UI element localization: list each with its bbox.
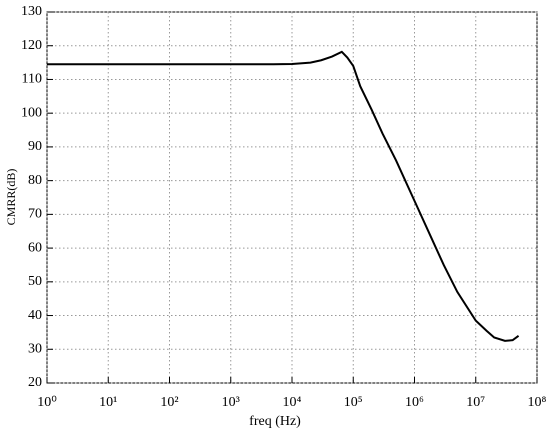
y-tick-label: 40 bbox=[28, 308, 42, 323]
y-tick-label: 30 bbox=[28, 341, 42, 356]
y-tick-label: 50 bbox=[28, 274, 42, 289]
y-tick-label: 130 bbox=[21, 4, 42, 19]
x-tick-label: 10⁸ bbox=[528, 395, 547, 410]
x-tick-label: 10³ bbox=[222, 395, 240, 410]
y-tick-label: 20 bbox=[28, 375, 42, 390]
x-tick-label: 10⁷ bbox=[466, 395, 485, 410]
x-tick-label: 10⁰ bbox=[37, 395, 57, 410]
x-tick-label: 10¹ bbox=[99, 395, 117, 410]
data-line bbox=[47, 50, 520, 342]
y-tick-label: 120 bbox=[21, 38, 42, 53]
x-tick-label: 10⁶ bbox=[405, 395, 424, 410]
x-tick-label: 10⁴ bbox=[283, 395, 302, 410]
y-tick-label: 60 bbox=[28, 240, 42, 255]
y-tick-label: 90 bbox=[28, 139, 42, 154]
x-tick-label: 10² bbox=[160, 395, 178, 410]
x-tick-label: 10⁵ bbox=[344, 395, 363, 410]
y-tick-label: 70 bbox=[28, 207, 42, 222]
y-tick-label: 110 bbox=[22, 72, 42, 87]
y-tick-label: 100 bbox=[21, 105, 42, 120]
y-tick-label: 80 bbox=[28, 173, 42, 188]
y-axis-label: CMRR(dB) bbox=[4, 169, 18, 226]
x-axis-label: freq (Hz) bbox=[249, 414, 301, 429]
